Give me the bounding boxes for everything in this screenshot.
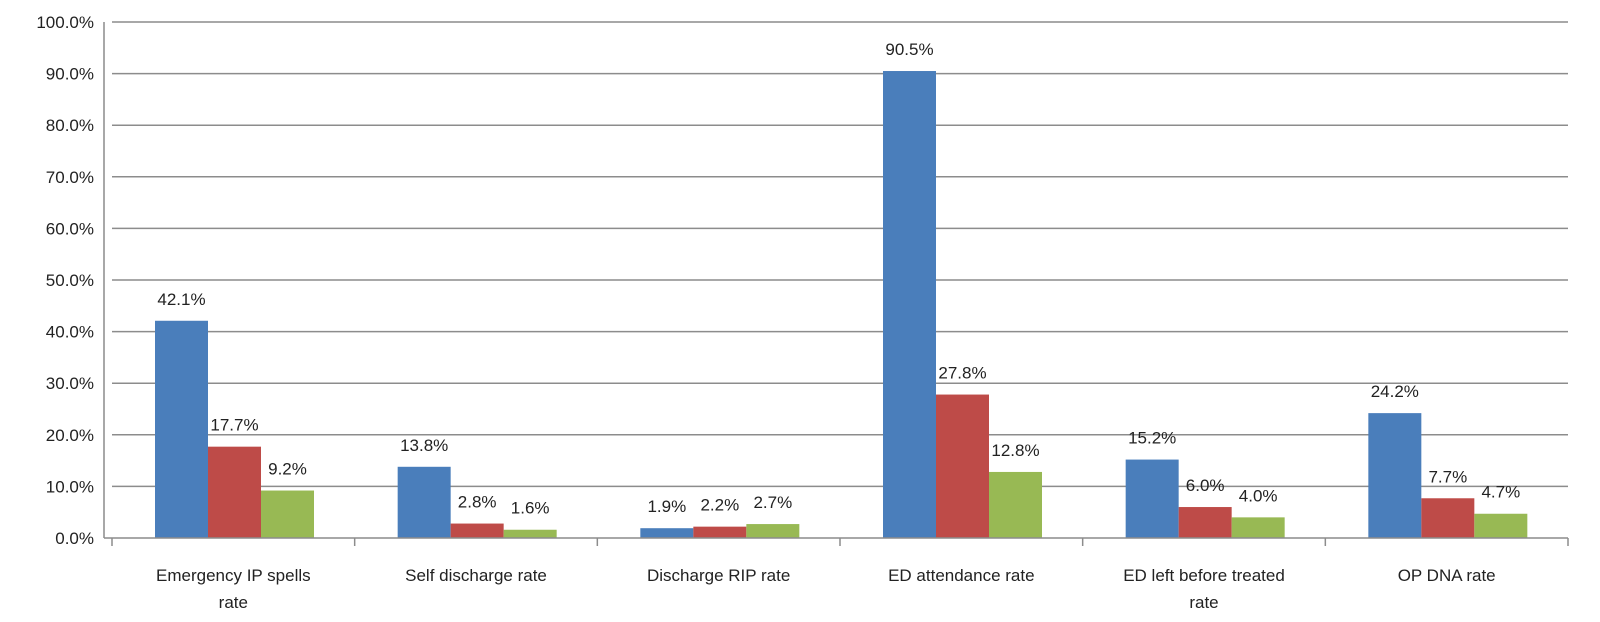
gridlines <box>103 21 1568 538</box>
data-label: 9.2% <box>268 460 307 479</box>
data-label: 27.8% <box>938 364 986 383</box>
category-label: ED attendance rate <box>888 566 1034 585</box>
data-label: 13.8% <box>400 436 448 455</box>
y-axis-tick-labels: 0.0% 10.0% 20.0% 30.0% 40.0% 50.0% 60.0% 70.0% 8… <box>36 13 94 548</box>
bar <box>1125 459 1179 538</box>
bar <box>1474 513 1528 538</box>
data-label: 24.2% <box>1371 382 1419 401</box>
bar <box>1368 413 1422 538</box>
category-label: rate <box>219 593 248 612</box>
category-labels: Emergency IP spells rate Self discharge ra… <box>156 566 1496 612</box>
data-label: 4.0% <box>1239 486 1278 505</box>
data-label: 2.7% <box>753 493 792 512</box>
y-tick-label: 10.0% <box>46 477 94 496</box>
data-label: 12.8% <box>991 441 1039 460</box>
y-tick-label: 60.0% <box>46 219 94 238</box>
bar <box>397 466 451 538</box>
data-label: 7.7% <box>1428 467 1467 486</box>
data-label: 42.1% <box>157 290 205 309</box>
data-label: 1.6% <box>511 499 550 518</box>
bar <box>450 523 504 538</box>
bar <box>1231 517 1285 538</box>
bar <box>1421 498 1475 538</box>
y-tick-label: 0.0% <box>55 529 94 548</box>
bar <box>640 528 694 538</box>
data-label: 4.7% <box>1481 483 1520 502</box>
bar <box>989 471 1042 538</box>
data-label: 90.5% <box>885 40 933 59</box>
y-tick-label: 90.0% <box>46 65 94 84</box>
bar <box>503 529 557 538</box>
y-tick-label: 70.0% <box>46 168 94 187</box>
y-tick-label: 20.0% <box>46 426 94 445</box>
category-label: OP DNA rate <box>1398 566 1496 585</box>
bar <box>1178 507 1232 538</box>
bar <box>693 526 747 538</box>
y-tick-label: 40.0% <box>46 323 94 342</box>
data-label: 6.0% <box>1186 476 1225 495</box>
y-tick-label: 100.0% <box>36 13 94 32</box>
bar <box>261 490 314 538</box>
bars <box>155 71 1528 539</box>
category-label: ED left before treated <box>1123 566 1285 585</box>
data-label: 2.2% <box>700 496 739 515</box>
data-labels: 42.1% 13.8% 1.9% 90.5% 15.2% 24.2% 17.7% 2.8% 2.… <box>157 40 1520 518</box>
data-label: 15.2% <box>1128 429 1176 448</box>
bar <box>208 446 261 538</box>
bar <box>936 394 989 538</box>
bar <box>155 320 208 538</box>
bar <box>883 71 936 539</box>
bar <box>746 524 800 538</box>
category-label: Self discharge rate <box>405 566 547 585</box>
data-label: 2.8% <box>458 493 497 512</box>
y-tick-label: 30.0% <box>46 374 94 393</box>
category-label: Emergency IP spells <box>156 566 311 585</box>
y-tick-label: 50.0% <box>46 271 94 290</box>
data-label: 17.7% <box>210 416 258 435</box>
category-label: rate <box>1189 593 1218 612</box>
y-tick-label: 80.0% <box>46 116 94 135</box>
data-label: 1.9% <box>647 497 686 516</box>
x-axis <box>104 537 1569 546</box>
category-label: Discharge RIP rate <box>647 566 790 585</box>
